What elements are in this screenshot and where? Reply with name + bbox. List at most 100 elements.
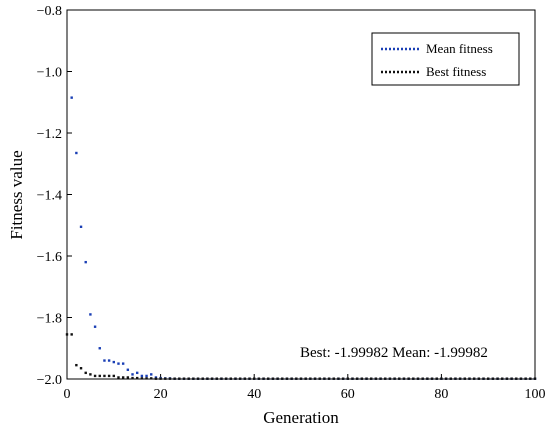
- series-mean-fitness: [70, 96, 537, 380]
- data-point: [178, 377, 181, 380]
- data-point: [103, 359, 106, 362]
- y-axis-title: Fitness value: [7, 150, 26, 239]
- data-point: [257, 377, 261, 380]
- data-point: [159, 377, 162, 380]
- data-point: [234, 377, 237, 380]
- data-point: [93, 325, 97, 328]
- x-axis-title: Generation: [263, 408, 339, 427]
- data-point: [140, 377, 144, 380]
- data-point: [370, 377, 373, 380]
- data-point: [309, 377, 312, 380]
- legend-box: [371, 32, 520, 86]
- data-point: [131, 376, 134, 380]
- data-point: [402, 377, 406, 380]
- data-point: [201, 377, 204, 380]
- data-point: [337, 377, 340, 380]
- x-tick-label: 40: [247, 387, 261, 402]
- data-point: [103, 374, 106, 378]
- data-point: [112, 374, 115, 378]
- data-point: [145, 374, 148, 378]
- data-point: [117, 376, 120, 379]
- data-point: [454, 377, 457, 380]
- x-tick-label: 0: [64, 387, 71, 402]
- data-point: [224, 377, 228, 380]
- data-point: [477, 377, 481, 380]
- x-tick-label: 80: [434, 387, 448, 402]
- data-point: [430, 377, 434, 380]
- data-point: [299, 377, 303, 380]
- data-point: [444, 377, 448, 380]
- data-point: [107, 374, 111, 378]
- data-point: [215, 377, 218, 380]
- data-point: [374, 377, 378, 380]
- data-point: [164, 377, 167, 380]
- data-point: [243, 377, 247, 380]
- data-point: [150, 377, 153, 380]
- data-point: [65, 333, 69, 336]
- data-point: [107, 359, 111, 362]
- data-point: [89, 313, 92, 316]
- data-point: [379, 377, 382, 380]
- data-point: [524, 377, 527, 380]
- data-point: [248, 377, 251, 380]
- data-point: [501, 377, 504, 380]
- result-annotation: Best: -1.99982 Mean: -1.99982: [300, 345, 488, 361]
- data-point: [407, 377, 410, 380]
- data-point: [253, 377, 256, 380]
- data-point: [505, 377, 509, 380]
- y-tick-label: −1.8: [37, 312, 62, 327]
- legend-best-fitness-label: Best fitness: [426, 64, 486, 79]
- data-point: [98, 374, 101, 378]
- series-best-fitness: [65, 333, 537, 380]
- data-point: [238, 377, 242, 380]
- data-point: [313, 377, 317, 380]
- data-point: [533, 377, 537, 380]
- data-point: [435, 377, 438, 380]
- data-point: [220, 377, 223, 380]
- y-tick-label: −0.8: [37, 4, 62, 19]
- data-point: [515, 377, 518, 380]
- legend-mean-fitness-label: Mean fitness: [426, 41, 493, 56]
- data-point: [126, 368, 130, 371]
- data-point: [458, 377, 462, 380]
- data-point: [154, 377, 158, 380]
- x-tick-label: 60: [341, 387, 355, 402]
- data-point: [154, 376, 158, 379]
- data-point: [412, 377, 415, 380]
- data-point: [468, 377, 471, 380]
- data-point: [75, 363, 78, 367]
- data-point: [393, 377, 396, 380]
- data-point: [150, 373, 153, 376]
- data-point: [126, 376, 130, 379]
- y-axis-ticks: −0.8 −1.0 −1.2 −1.4 −1.6 −1.8 −2.0: [37, 4, 72, 388]
- data-point: [131, 373, 134, 376]
- data-point: [75, 151, 78, 155]
- data-point: [140, 374, 144, 378]
- data-point: [416, 377, 420, 380]
- data-point: [262, 377, 265, 380]
- data-point: [136, 371, 139, 375]
- data-point: [421, 377, 424, 380]
- data-point: [384, 377, 387, 380]
- y-tick-label: −1.6: [37, 250, 62, 265]
- data-point: [327, 377, 331, 380]
- data-point: [93, 374, 97, 378]
- data-point: [145, 377, 148, 380]
- y-tick-label: −1.4: [37, 189, 62, 204]
- data-point: [365, 377, 368, 380]
- data-point: [426, 377, 429, 380]
- series-layer: [65, 96, 537, 380]
- data-point: [182, 377, 186, 380]
- data-point: [285, 377, 289, 380]
- data-point: [355, 377, 359, 380]
- legend: Mean fitness Best fitness: [371, 32, 520, 86]
- data-point: [192, 377, 195, 380]
- data-point: [117, 362, 120, 365]
- data-point: [70, 96, 73, 99]
- data-point: [84, 260, 87, 264]
- data-point: [70, 333, 73, 336]
- data-point: [510, 377, 513, 380]
- data-point: [281, 377, 284, 380]
- data-point: [440, 377, 443, 380]
